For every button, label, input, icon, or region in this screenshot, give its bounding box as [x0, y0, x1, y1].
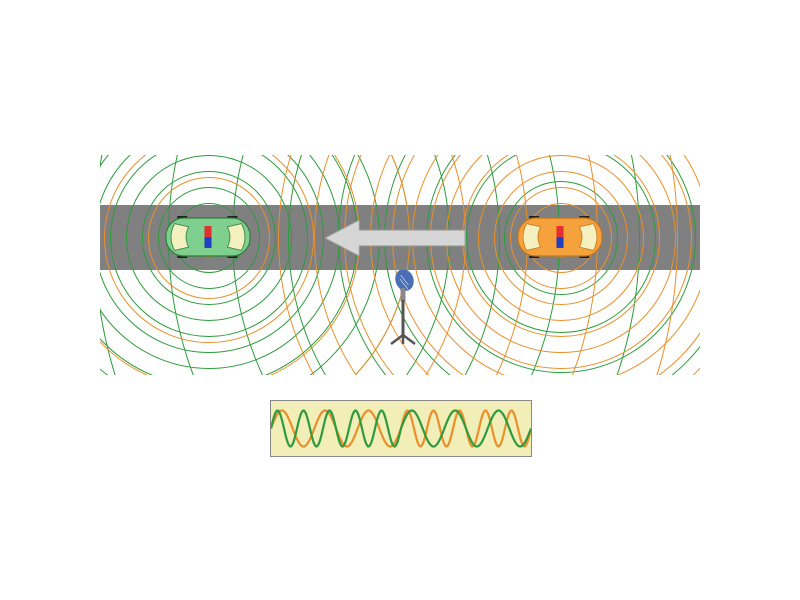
doppler-diagram [100, 155, 700, 375]
waveform-panel [270, 400, 532, 457]
direction-arrow-icon [325, 220, 465, 256]
car-receding [516, 216, 604, 258]
microphone-icon [388, 270, 418, 345]
car-approaching [164, 216, 252, 258]
